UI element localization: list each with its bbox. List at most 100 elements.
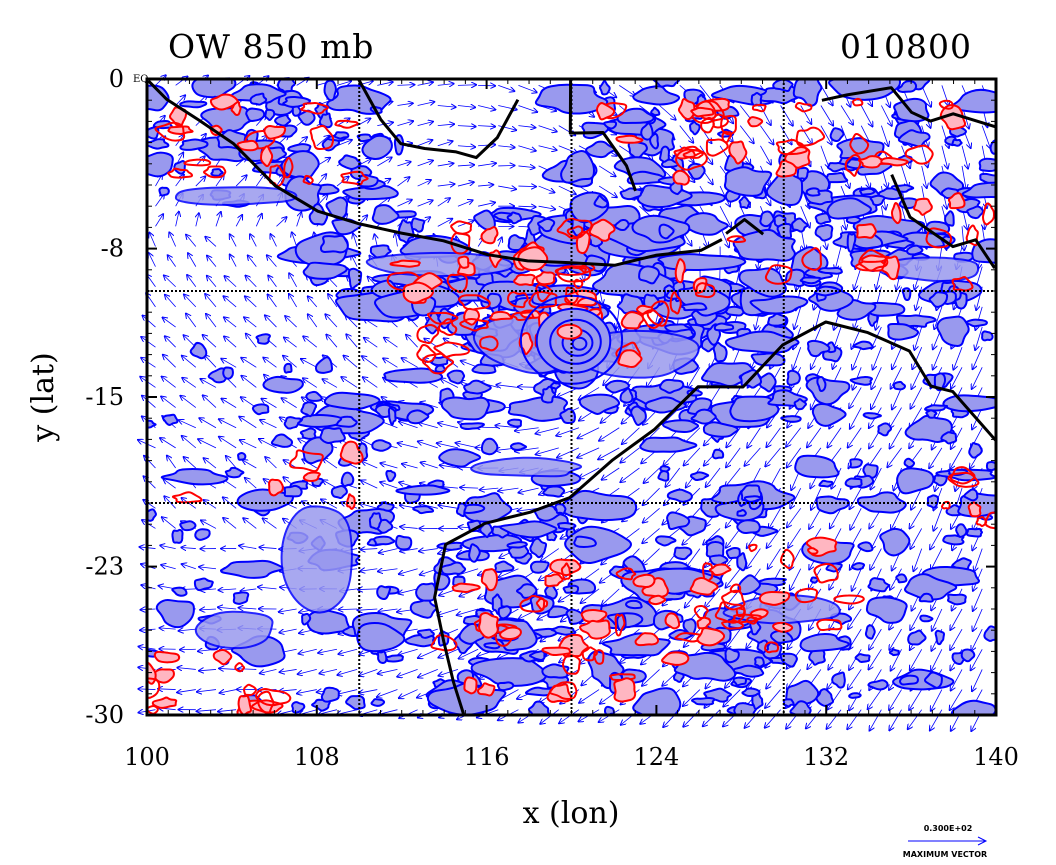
- wind-vector: [972, 367, 983, 389]
- negative-ow-region: [412, 505, 435, 515]
- wind-vector: [518, 508, 539, 511]
- wind-vector: [199, 669, 217, 670]
- negative-ow-region: [282, 95, 311, 108]
- wind-vector: [739, 125, 754, 144]
- negative-ow-region: [573, 535, 597, 548]
- negative-ow-region: [664, 323, 692, 333]
- wind-vector: [643, 487, 660, 505]
- wind-vector: [238, 669, 257, 670]
- wind-vector: [303, 336, 318, 348]
- wind-vector: [336, 140, 352, 147]
- negative-ow-region: [302, 261, 348, 280]
- wind-vector: [336, 118, 350, 126]
- wind-vector: [260, 420, 277, 429]
- positive-ow-region: [881, 255, 900, 281]
- wind-vector: [578, 427, 600, 439]
- negative-ow-region: [599, 80, 611, 96]
- wind-vector: [820, 145, 829, 168]
- wind-vector: [363, 377, 378, 388]
- negative-ow-region: [171, 586, 188, 597]
- wind-vector: [642, 528, 660, 543]
- wind-vector: [831, 467, 842, 489]
- wind-vector: [890, 568, 902, 590]
- wind-vector: [852, 568, 862, 591]
- wind-vector: [399, 422, 418, 429]
- wind-vector: [169, 232, 177, 247]
- wind-vector: [891, 508, 902, 529]
- wind-vector: [175, 95, 185, 106]
- wind-vector: [620, 467, 640, 482]
- negative-ow-region: [794, 454, 840, 479]
- wind-vector: [683, 689, 701, 706]
- wind-vector: [910, 528, 923, 548]
- x-tick-label: 140: [973, 743, 1019, 771]
- negative-ow-region: [732, 228, 796, 262]
- wind-vector: [598, 447, 620, 460]
- wind-vector: [850, 487, 862, 509]
- wind-vector: [377, 82, 392, 85]
- x-axis-title: x (lon): [523, 796, 620, 831]
- wind-vector: [308, 296, 318, 308]
- negative-ow-region: [565, 608, 585, 625]
- negative-ow-region: [887, 322, 919, 341]
- wind-vector: [397, 669, 418, 676]
- negative-ow-region: [147, 138, 170, 150]
- negative-ow-region: [340, 471, 355, 488]
- wind-vector: [437, 184, 455, 186]
- wind-vector: [973, 608, 983, 631]
- positive-ow-region: [513, 273, 536, 287]
- wind-vector: [235, 175, 247, 187]
- negative-ow-region: [630, 405, 647, 426]
- wind-vector: [337, 669, 358, 675]
- negative-ow-region: [179, 100, 208, 109]
- wind-vector: [962, 226, 964, 250]
- negative-ow-region: [529, 537, 548, 559]
- wind-vector: [706, 467, 721, 487]
- wind-vector: [164, 275, 176, 288]
- wind-vector: [223, 518, 237, 529]
- wind-vector: [219, 419, 237, 429]
- wind-vector: [538, 125, 557, 132]
- wind-vector: [245, 296, 257, 308]
- negative-ow-region: [305, 390, 323, 402]
- wind-vector: [760, 145, 771, 165]
- negative-ow-region: [438, 448, 481, 468]
- wind-vector: [437, 141, 453, 147]
- wind-vector: [243, 518, 257, 529]
- negative-ow-region: [333, 131, 350, 140]
- wind-vector: [263, 518, 277, 529]
- positive-ow-region: [153, 650, 181, 664]
- wind-vector: [577, 447, 600, 458]
- negative-ow-region: [415, 582, 437, 602]
- wind-vector: [848, 427, 862, 448]
- negative-ow-region: [314, 356, 334, 374]
- wind-vector: [182, 564, 196, 570]
- wind-vector: [360, 504, 378, 509]
- negative-ow-region: [318, 112, 333, 129]
- wind-vector: [931, 649, 943, 670]
- negative-ow-region: [757, 577, 787, 587]
- wind-vector: [726, 528, 741, 547]
- wind-vector: [496, 385, 519, 388]
- wind-vector: [760, 105, 770, 125]
- negative-ow-region: [468, 543, 481, 563]
- wind-vector: [339, 609, 358, 610]
- positive-ow-region: [747, 116, 764, 128]
- wind-vector: [950, 689, 963, 711]
- wind-vector: [297, 689, 317, 694]
- wind-vector: [186, 314, 197, 328]
- x-tick-label: 108: [294, 743, 340, 771]
- wind-vector: [806, 709, 822, 729]
- negative-ow-region: [815, 495, 850, 515]
- wind-vector: [889, 689, 902, 710]
- wind-vector: [602, 467, 620, 480]
- positive-ow-region: [690, 106, 715, 118]
- negative-ow-region: [385, 469, 397, 483]
- wind-vector: [282, 398, 297, 408]
- negative-ow-region: [550, 381, 561, 390]
- negative-ow-region: [965, 318, 988, 328]
- wind-vector: [161, 565, 176, 570]
- wind-vector: [498, 237, 502, 247]
- wind-vector: [881, 125, 888, 146]
- negative-ow-region: [264, 108, 276, 122]
